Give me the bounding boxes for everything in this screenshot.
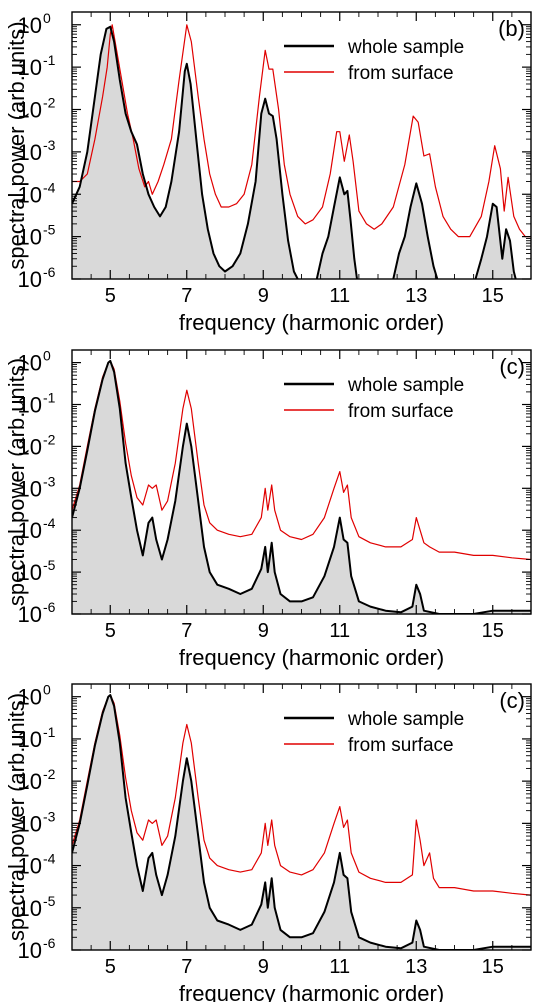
series-line-1 [72,694,531,896]
y-tick-exponent: 0 [43,10,51,26]
x-axis-label: frequency (harmonic order) [179,981,444,1002]
y-tick-exponent: -4 [43,515,56,531]
y-tick-label: 10 [18,13,42,38]
y-tick-label: 10 [18,896,42,921]
y-axis-label: spectral power (arb.units) [4,358,29,606]
y-tick-label: 10 [18,476,42,501]
y-tick-exponent: -6 [43,599,56,615]
x-tick-label: 11 [329,956,350,978]
x-tick-label: 7 [181,620,192,642]
x-tick-label: 15 [482,956,504,978]
y-tick-label: 10 [18,727,42,752]
y-tick-exponent: -5 [43,557,56,573]
series-fill-0 [72,360,531,614]
y-tick-exponent: -2 [43,431,56,447]
legend-label: whole sample [347,375,464,396]
y-tick-exponent: -4 [43,851,56,867]
y-tick-exponent: -1 [43,52,56,68]
y-axis-label: spectral power (arb.units) [4,21,29,269]
legend-label: from surface [348,401,454,422]
y-tick-exponent: -6 [43,264,56,280]
series-line-4 [72,24,531,238]
y-tick-exponent: -6 [43,935,56,951]
y-tick-exponent: -1 [43,390,56,406]
y-tick-exponent: -4 [43,179,56,195]
y-tick-exponent: -2 [43,95,56,111]
y-tick-label: 10 [18,393,42,418]
panel-label: (c) [499,688,525,713]
chart-panel-1: 10-610-510-410-310-210-110 05 7 9 11 13 15freq… [4,10,532,335]
chart-panel-2: 10-610-510-410-310-210-110 05 7 9 11 13 15freq… [4,348,532,670]
y-tick-label: 10 [18,351,42,376]
x-tick-label: 15 [482,620,504,642]
x-tick-label: 15 [482,285,504,307]
y-tick-label: 10 [18,55,42,80]
y-tick-label: 10 [18,560,42,585]
series-line-0 [72,25,299,279]
y-tick-exponent: -1 [43,724,56,740]
x-tick-label: 11 [329,620,350,642]
y-tick-exponent: -3 [43,137,56,153]
series-fill-0 [72,695,531,950]
plot-area [72,24,531,279]
plot-area [72,694,531,950]
y-tick-label: 10 [18,225,42,250]
y-tick-label: 10 [18,769,42,794]
series-fill-0 [72,26,298,279]
x-tick-label: 13 [405,285,427,307]
y-tick-exponent: -5 [43,893,56,909]
panel-label: (b) [498,16,525,41]
series-line-2 [392,182,439,279]
series-fill-3 [475,203,516,279]
y-tick-label: 10 [18,98,42,123]
x-tick-label: 11 [329,285,350,307]
y-tick-label: 10 [18,182,42,207]
series-line-1 [72,360,531,561]
y-tick-label: 10 [18,811,42,836]
y-tick-label: 10 [18,854,42,879]
series-line-3 [474,202,517,279]
series-fill-2 [393,183,438,279]
y-tick-exponent: -2 [43,766,56,782]
y-tick-exponent: -3 [43,473,56,489]
series-line-0 [72,694,531,950]
x-tick-label: 7 [181,285,192,307]
legend-label: from surface [348,63,454,84]
x-tick-label: 9 [258,956,269,978]
y-tick-label: 10 [18,685,42,710]
y-tick-label: 10 [18,434,42,459]
legend-label: whole sample [347,37,464,58]
y-tick-exponent: -3 [43,808,56,824]
y-tick-exponent: 0 [43,682,51,698]
y-tick-label: 10 [18,140,42,165]
plot-area [72,359,531,614]
series-line-1 [315,176,358,279]
x-tick-label: 9 [258,620,269,642]
x-tick-label: 5 [105,620,116,642]
y-tick-label: 10 [18,518,42,543]
y-tick-label: 10 [18,267,42,292]
y-axis-label: spectral power (arb.units) [4,693,29,941]
series-line-0 [72,359,531,614]
legend-label: whole sample [347,709,464,730]
x-axis-label: frequency (harmonic order) [179,645,444,670]
y-tick-label: 10 [18,938,42,963]
x-tick-label: 5 [105,956,116,978]
x-tick-label: 13 [405,956,427,978]
y-tick-exponent: 0 [43,348,51,364]
x-tick-label: 9 [258,285,269,307]
y-tick-label: 10 [18,602,42,627]
legend-label: from surface [348,735,454,756]
x-tick-label: 13 [405,620,427,642]
x-axis-label: frequency (harmonic order) [179,310,444,335]
y-tick-exponent: -5 [43,222,56,238]
chart-panel-3: 10-610-510-410-310-210-110 05 7 9 11 13 15freq… [4,682,532,1006]
x-tick-label: 5 [105,285,116,307]
x-tick-label: 7 [181,956,192,978]
panel-label: (c) [499,354,525,379]
series-fill-1 [316,177,357,279]
